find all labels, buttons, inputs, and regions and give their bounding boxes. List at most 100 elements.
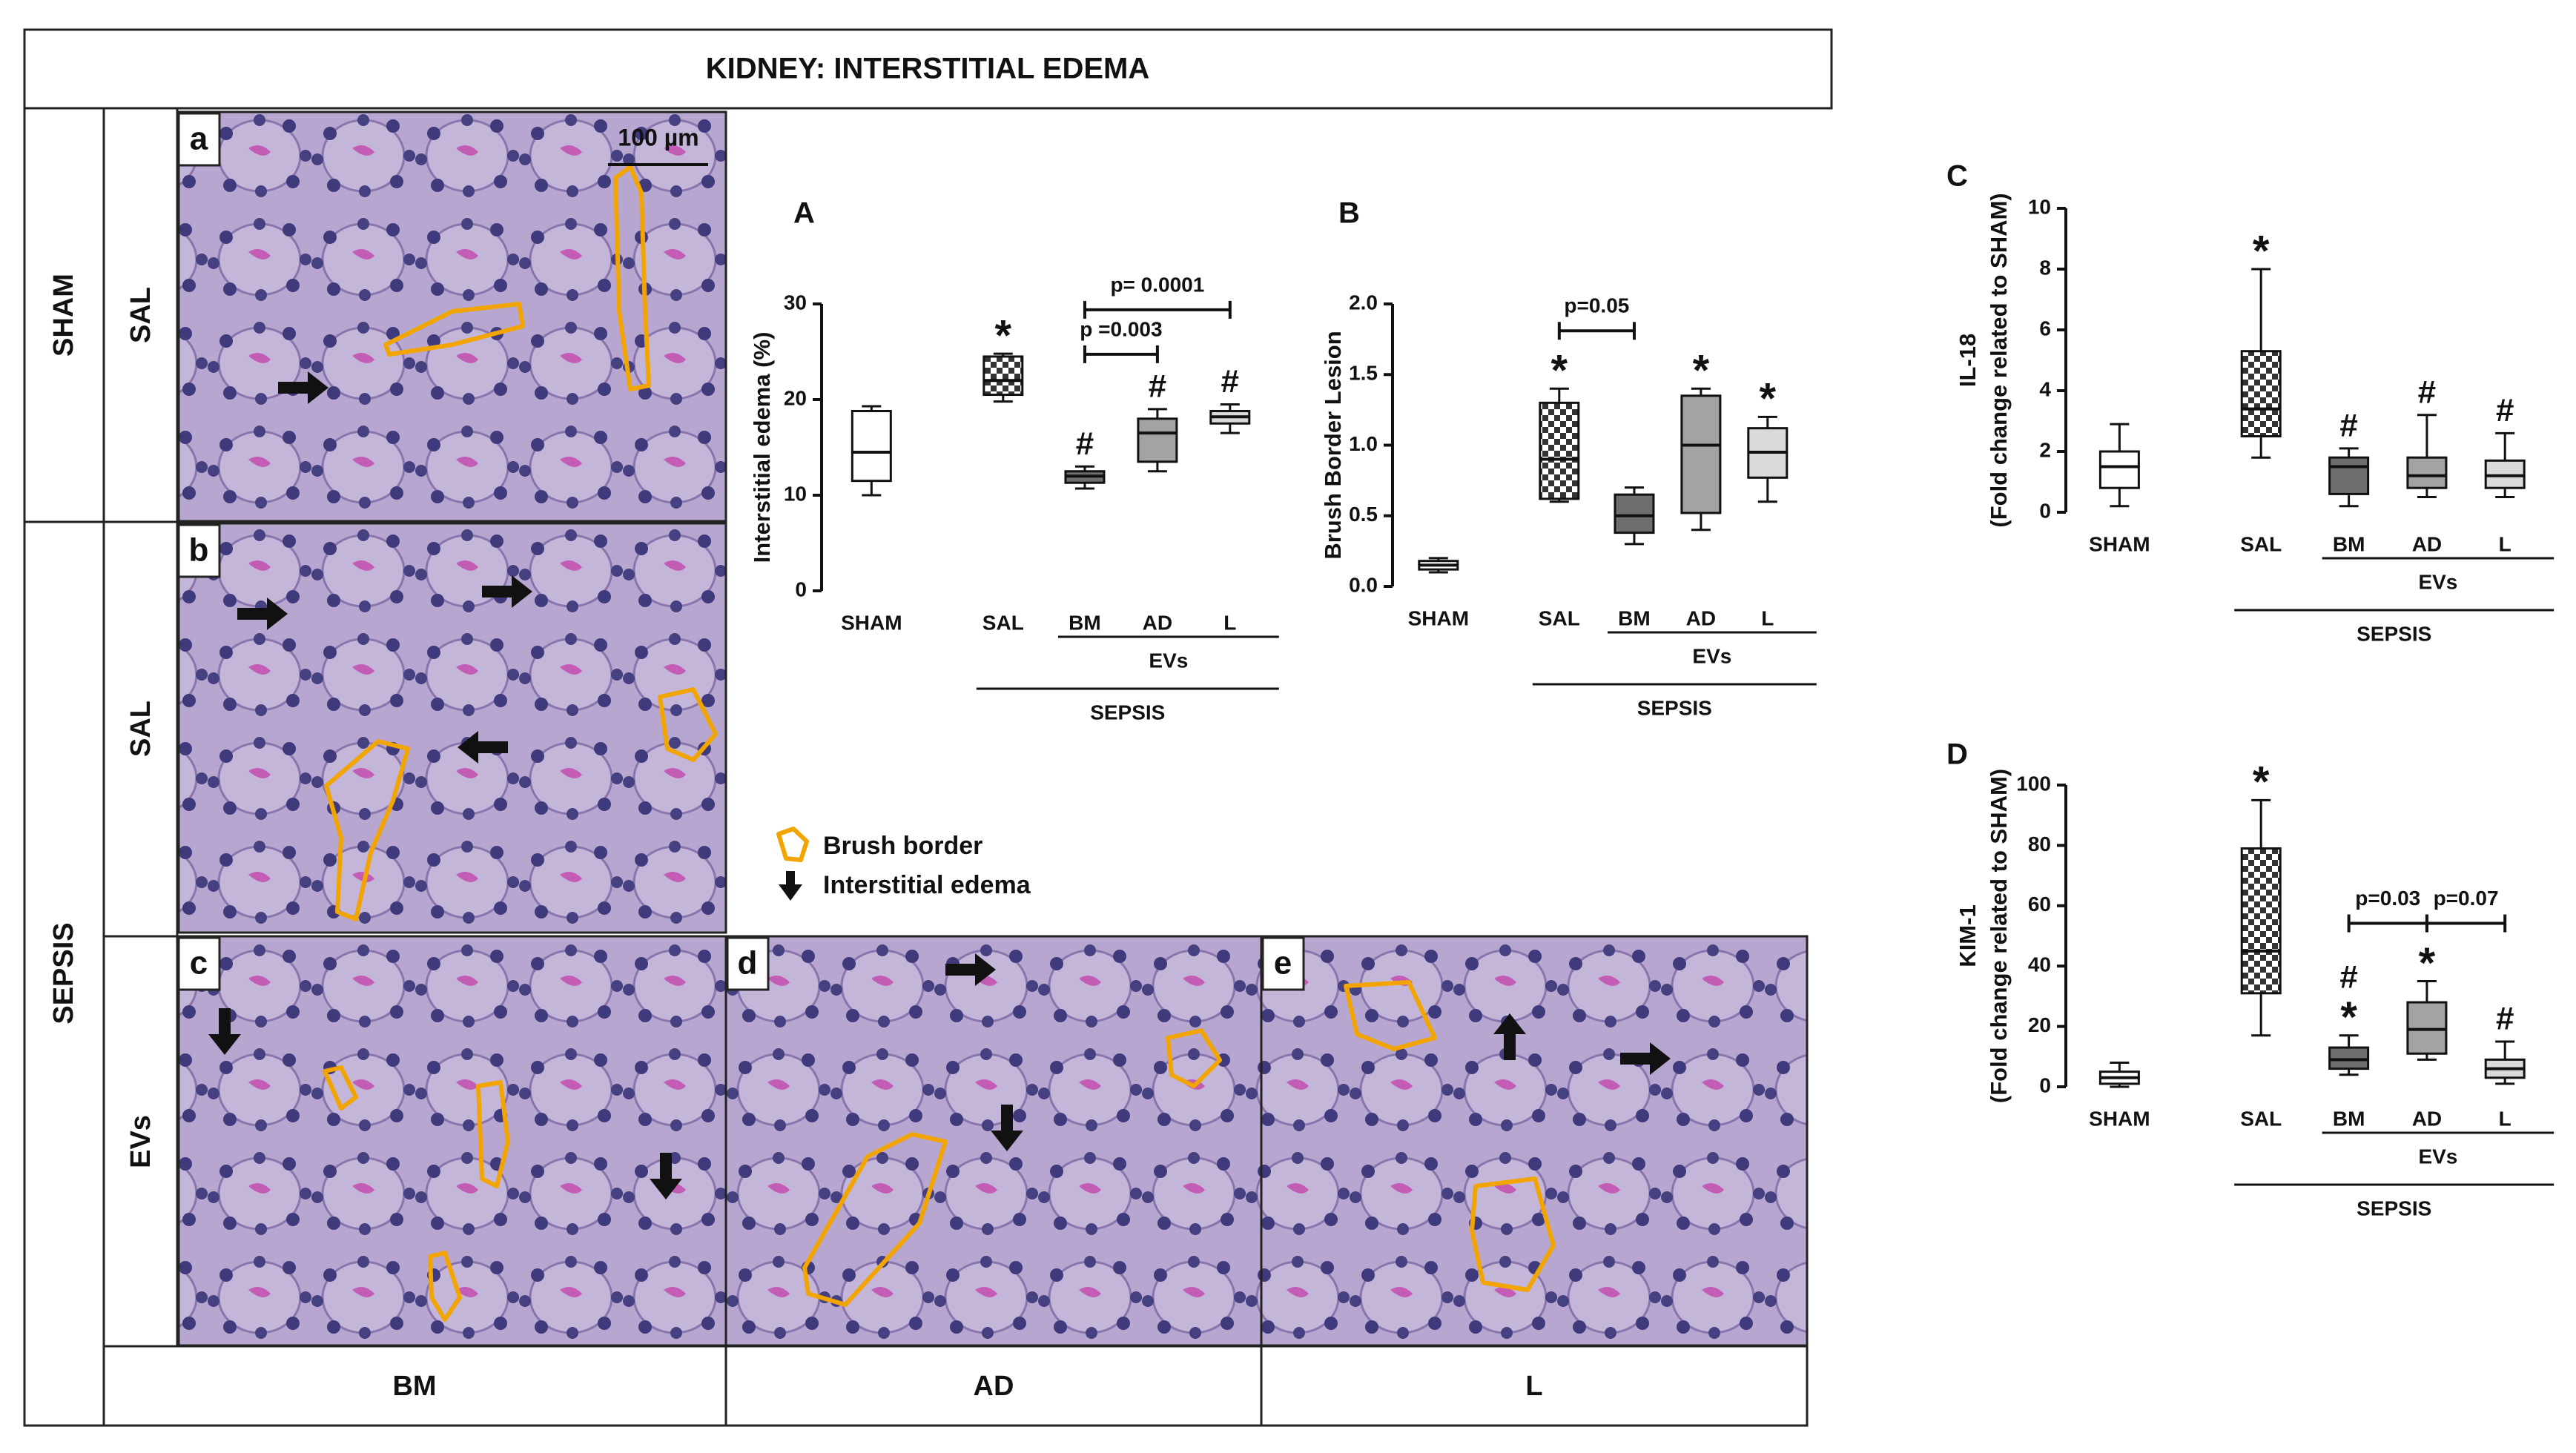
x-tick-label: L: [1223, 611, 1236, 634]
significance-mark: #: [1076, 426, 1094, 462]
brush-border-outline: [323, 1065, 358, 1111]
panel-letter: C: [1946, 160, 1968, 193]
panel-letters: a b c d e 100 µm: [177, 112, 1305, 991]
group-label: SEPSIS: [1090, 701, 1165, 724]
brush-border-outline: [613, 165, 651, 391]
significance-mark: *: [2340, 993, 2357, 1042]
group-label: EVs: [2418, 1145, 2457, 1168]
y-tick-label: 20: [784, 386, 807, 409]
y-axis-label: (Fold change related to SHAM): [1986, 769, 2012, 1103]
significance-mark: *: [1551, 347, 1568, 395]
significance-mark: *: [995, 311, 1012, 360]
column-label: AD: [974, 1371, 1014, 1402]
legend-symbol: [776, 827, 809, 862]
row-label: SHAM: [48, 274, 79, 357]
group-label: EVs: [1692, 644, 1731, 667]
brush-border-outline: [428, 1251, 462, 1322]
y-tick-label: 2.0: [1349, 291, 1378, 314]
box: [2406, 456, 2448, 489]
y-tick-label: 100: [2016, 772, 2051, 795]
significance-mark: #: [2339, 408, 2357, 444]
group-label: SEPSIS: [2357, 622, 2431, 645]
legend: Brush border Interstitial edema: [776, 827, 1031, 901]
y-axis-label: KIM-1: [1955, 904, 1981, 967]
significance-mark: #: [2339, 959, 2357, 995]
group-label: SEPSIS: [1637, 696, 1712, 719]
x-tick-label: SAL: [1539, 606, 1580, 629]
box: [1680, 394, 1722, 514]
box: [2098, 450, 2140, 489]
y-axis-label: IL-18: [1955, 334, 1981, 387]
brush-border-outline: [1470, 1176, 1556, 1292]
micrograph: [177, 522, 727, 934]
legend-label: Brush border: [823, 832, 982, 860]
micrograph: [724, 935, 1263, 1347]
box: [2406, 1001, 2448, 1055]
y-tick-label: 10: [2028, 195, 2051, 218]
brush-border-outline: [658, 687, 718, 762]
x-tick-label: AD: [1143, 611, 1172, 634]
column-label: BM: [392, 1371, 436, 1402]
legend-label: Interstitial edema: [823, 871, 1031, 899]
brush-border-outline: [1166, 1028, 1222, 1088]
y-tick-label: 10: [784, 482, 807, 505]
image-label: b: [189, 532, 209, 569]
box: [982, 355, 1024, 397]
micrographs: [177, 110, 1809, 1347]
y-tick-label: 20: [2028, 1013, 2051, 1036]
subrow-label: EVs: [125, 1115, 156, 1168]
panel-letter: B: [1338, 197, 1360, 230]
panel-letter: A: [793, 197, 815, 230]
box: [2484, 459, 2526, 489]
image-label: e: [1274, 945, 1292, 982]
y-tick-label: 8: [2039, 256, 2051, 279]
y-tick-label: 0.5: [1349, 503, 1378, 526]
micrograph: [1260, 935, 1809, 1347]
brush-border-outline: [383, 302, 525, 357]
box: [2240, 350, 2282, 438]
box: [851, 409, 892, 483]
y-tick-label: 4: [2039, 377, 2051, 400]
x-tick-label: AD: [1686, 606, 1716, 629]
x-tick-label: SAL: [2240, 532, 2282, 555]
significance-mark: *: [2253, 227, 2270, 275]
panel-letter: D: [1946, 738, 1968, 771]
y-tick-label: 30: [784, 291, 807, 314]
y-axis-label: Brush Border Lesion: [1320, 331, 1346, 559]
significance-mark: *: [1693, 347, 1710, 395]
subrow-label: SAL: [125, 287, 156, 343]
x-tick-label: BM: [1618, 606, 1651, 629]
y-axis-label: (Fold change related to SHAM): [1986, 193, 2012, 527]
group-label: SEPSIS: [2357, 1197, 2431, 1219]
y-tick-label: 6: [2039, 317, 2051, 340]
y-tick-label: 1.0: [1349, 432, 1378, 455]
p-value: p=0.07: [2434, 887, 2499, 910]
p-value: p =0.003: [1080, 317, 1162, 340]
group-label: EVs: [2418, 570, 2457, 593]
image-label: c: [190, 945, 208, 982]
x-tick-label: AD: [2412, 532, 2442, 555]
brush-border-outline: [324, 739, 410, 921]
significance-mark: *: [1760, 375, 1777, 423]
image-label: d: [738, 945, 758, 982]
title-cell: [23, 28, 1833, 110]
x-tick-label: L: [1761, 606, 1774, 629]
edema-arrows: [208, 371, 1671, 1199]
box: [1137, 417, 1178, 463]
brush-border-outline: [476, 1080, 510, 1188]
y-axis-label: Interstitial edema (%): [749, 332, 775, 563]
brush-border-outline: [1344, 980, 1437, 1051]
micrograph: [177, 935, 727, 1347]
x-tick-label: SAL: [2240, 1107, 2282, 1130]
significance-mark: #: [2496, 392, 2514, 428]
y-tick-label: 80: [2028, 833, 2051, 855]
p-value: p=0.03: [2355, 887, 2420, 910]
box: [2240, 847, 2282, 995]
box: [1539, 401, 1580, 500]
x-tick-label: BM: [2333, 1107, 2365, 1130]
image-label: a: [190, 121, 208, 157]
box: [2328, 456, 2370, 495]
significance-mark: *: [2253, 758, 2270, 807]
x-tick-label: SHAM: [1408, 606, 1469, 629]
x-tick-label: AD: [2412, 1107, 2442, 1130]
